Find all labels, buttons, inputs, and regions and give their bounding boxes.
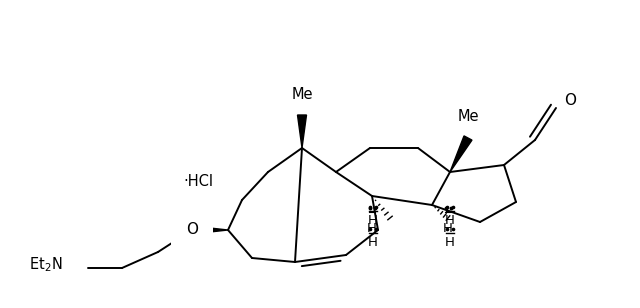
Text: Me: Me [457, 109, 479, 124]
Text: O: O [564, 92, 576, 107]
Text: H: H [445, 236, 455, 249]
Polygon shape [298, 115, 307, 148]
Polygon shape [192, 226, 228, 234]
Text: ·HCl: ·HCl [183, 175, 213, 189]
Text: H: H [368, 236, 378, 249]
Text: O: O [186, 222, 198, 237]
Text: H: H [443, 222, 453, 235]
Text: Et$_2$N: Et$_2$N [29, 256, 62, 274]
Text: H: H [368, 214, 378, 227]
Text: H: H [445, 214, 455, 227]
Text: Me: Me [291, 87, 313, 102]
Polygon shape [450, 136, 472, 172]
Text: H: H [367, 222, 377, 235]
